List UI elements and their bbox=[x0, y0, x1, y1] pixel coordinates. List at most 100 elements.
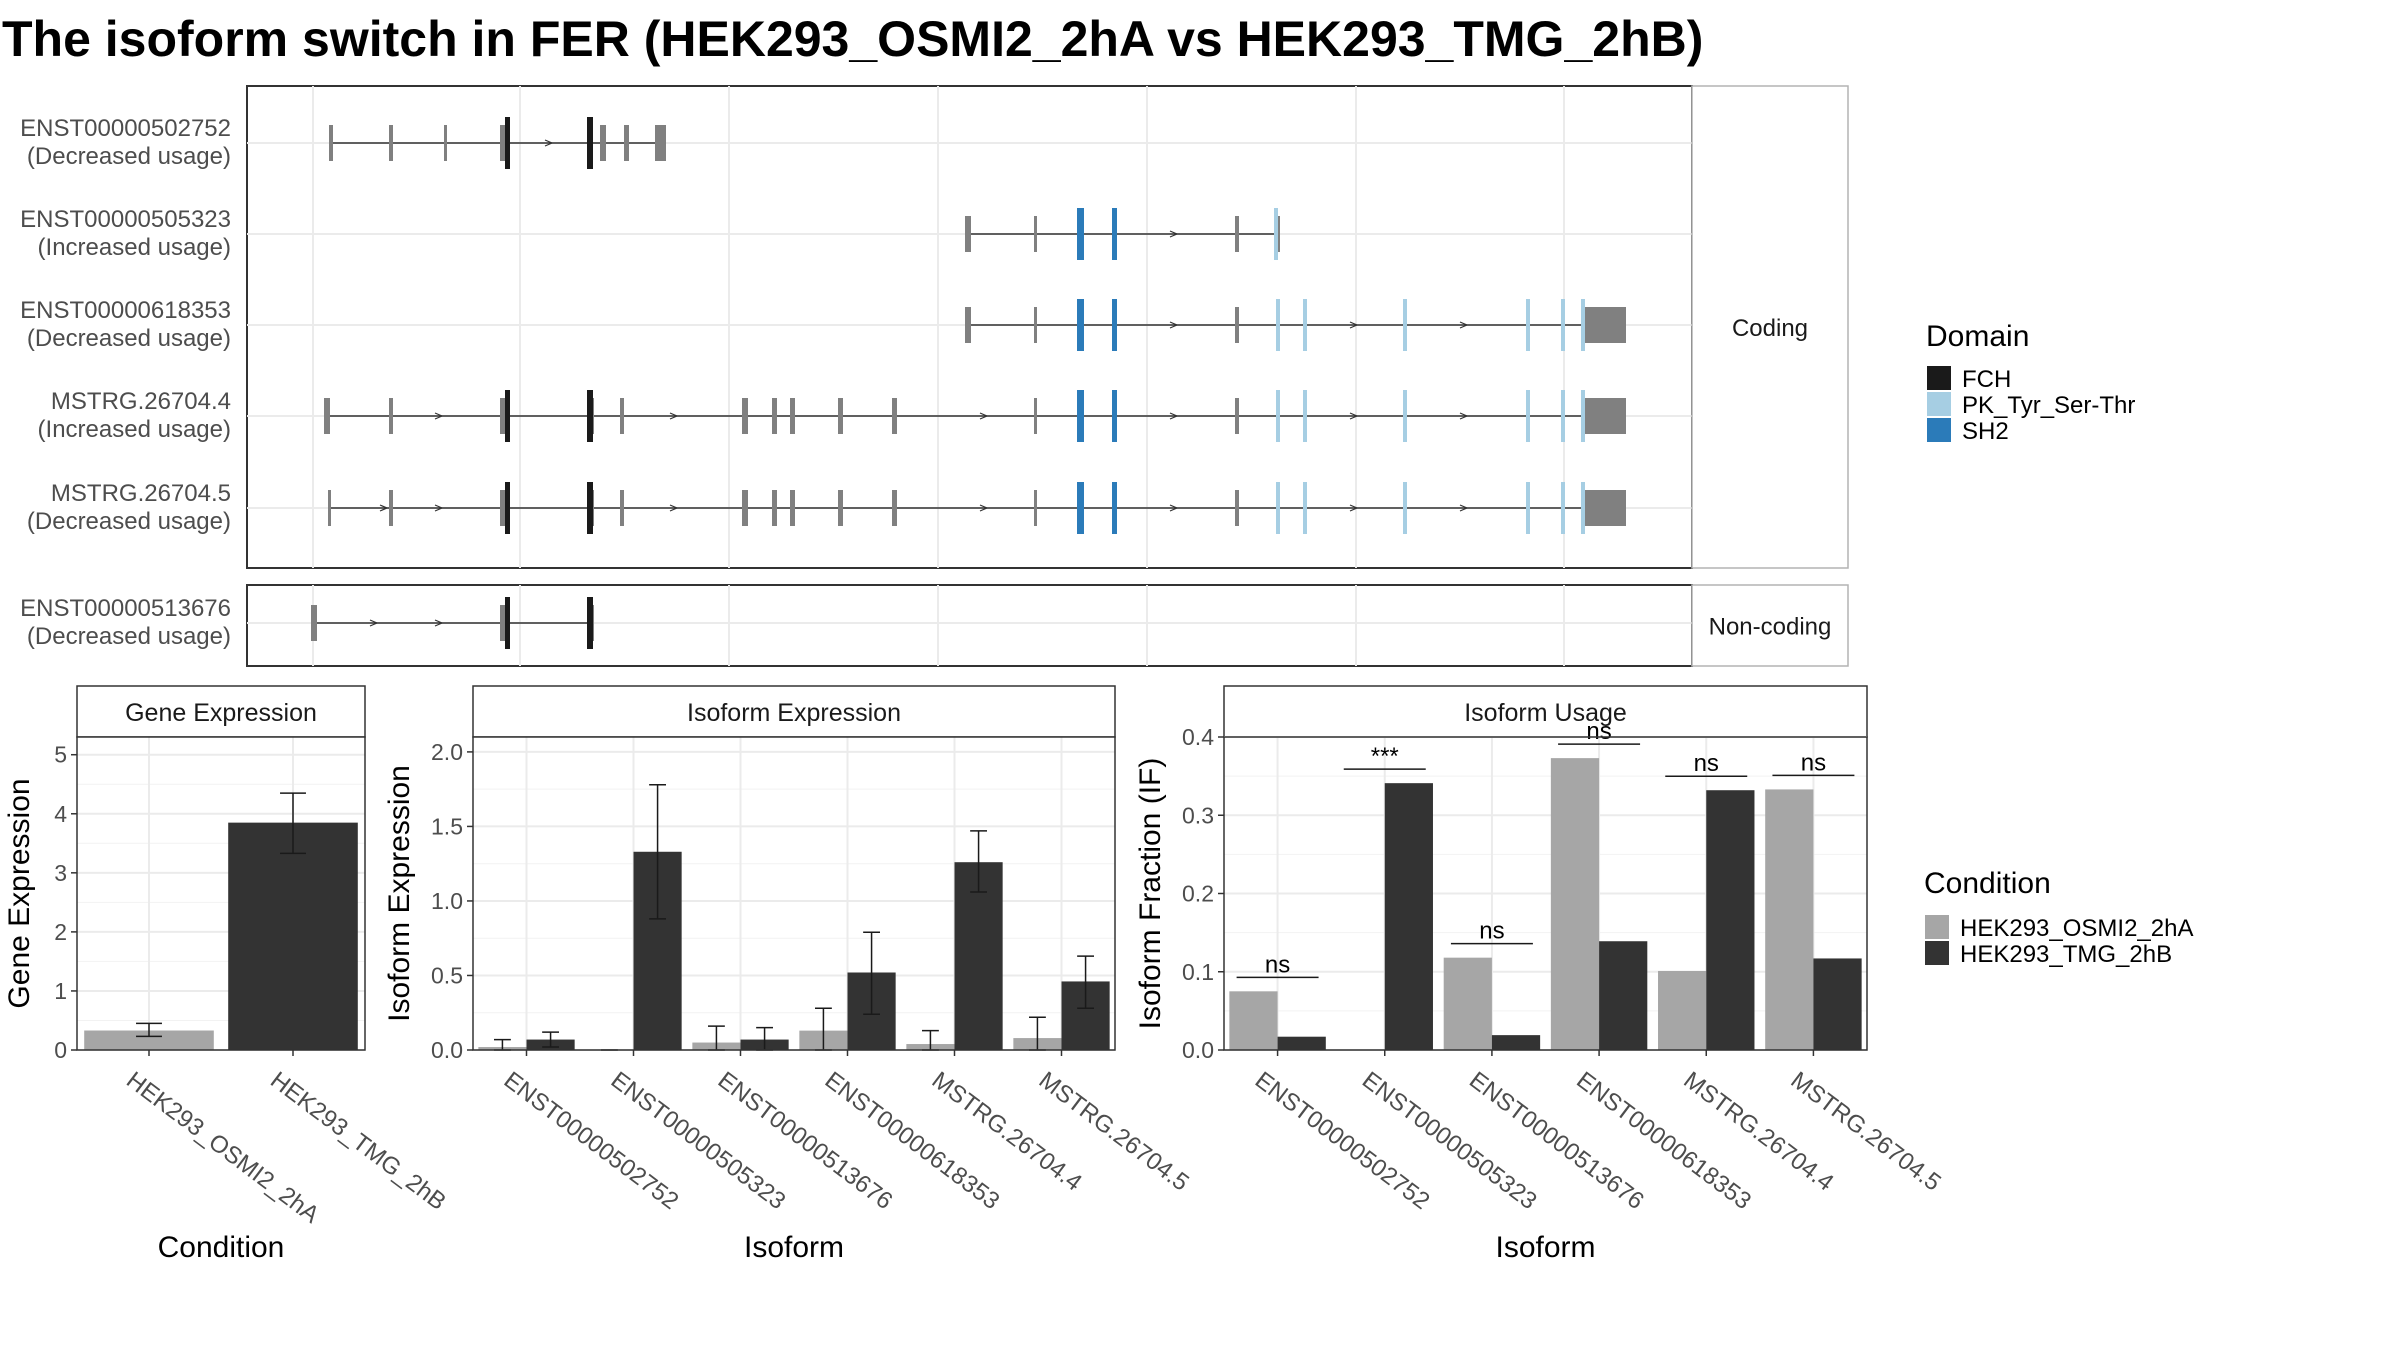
y-tick-label: 3 bbox=[54, 860, 67, 886]
exon-block bbox=[1235, 307, 1239, 343]
exon-block bbox=[838, 398, 843, 434]
isoform-id-label: ENST00000505323 bbox=[20, 206, 231, 233]
domain-sh2 bbox=[1112, 390, 1117, 442]
exon-block bbox=[389, 398, 393, 434]
panel-strip bbox=[472, 685, 1116, 738]
direction-arrow bbox=[1349, 412, 1359, 420]
exon-block bbox=[500, 398, 508, 434]
direction-arrow bbox=[369, 619, 379, 627]
exon-block bbox=[1235, 216, 1239, 252]
domain-legend-label: FCH bbox=[1962, 366, 2011, 393]
bar-ENST00000502752-HEK293_TMG_2hB bbox=[1277, 1036, 1326, 1050]
transcript-ENST00000513676: ENST00000513676(Decreased usage) bbox=[20, 595, 594, 650]
condition-legend-key bbox=[1925, 941, 1949, 965]
exon-block bbox=[742, 398, 748, 434]
y-tick-label: 0.4 bbox=[1182, 724, 1214, 750]
y-tick-label: 0.2 bbox=[1182, 881, 1214, 907]
y-tick-label: 0.5 bbox=[431, 962, 463, 988]
direction-arrow bbox=[1169, 230, 1179, 238]
x-tick-label: ENST00000502752 bbox=[1250, 1067, 1435, 1215]
isoform-id-label: ENST00000513676 bbox=[20, 595, 231, 622]
direction-arrow bbox=[544, 139, 554, 147]
error-bar bbox=[136, 1022, 162, 1038]
panel-title: Gene Expression bbox=[125, 699, 317, 727]
exon-block bbox=[772, 490, 777, 526]
domain-fch bbox=[505, 482, 510, 534]
exon-block bbox=[965, 307, 971, 343]
isoform-usage-label: (Decreased usage) bbox=[27, 143, 231, 170]
error-bar bbox=[970, 830, 988, 893]
domain-pk-tyr-ser-thr bbox=[1303, 482, 1307, 534]
x-tick-label: ENST00000502752 bbox=[499, 1067, 684, 1215]
panel-title: Isoform Expression bbox=[687, 699, 901, 727]
facet-strip bbox=[1691, 584, 1849, 667]
domain-pk-tyr-ser-thr bbox=[1561, 482, 1565, 534]
exon-block bbox=[620, 398, 624, 434]
exon-block bbox=[1034, 216, 1037, 252]
domain-pk-tyr-ser-thr bbox=[1526, 390, 1530, 442]
error-bar bbox=[1077, 955, 1094, 1010]
panel-strip bbox=[76, 685, 366, 738]
isoform-id-label: MSTRG.26704.4 bbox=[51, 388, 231, 415]
domain-fch bbox=[587, 482, 593, 534]
direction-arrow bbox=[1349, 321, 1359, 329]
domain-pk-tyr-ser-thr bbox=[1403, 390, 1407, 442]
isoform-usage-label: (Decreased usage) bbox=[27, 325, 231, 352]
bar-ENST00000618353-HEK293_TMG_2hB bbox=[1599, 941, 1648, 1050]
bar-chart-panels: Gene Expression012345HEK293_OSMI2_2hAHEK… bbox=[3, 685, 1946, 1264]
exon-block bbox=[324, 398, 330, 434]
panel-strip bbox=[1223, 685, 1868, 738]
isoform-usage-label: (Increased usage) bbox=[38, 234, 231, 261]
direction-arrow bbox=[434, 504, 444, 512]
exon-block bbox=[600, 125, 606, 161]
y-axis-title: Isoform Fraction (IF) bbox=[1134, 758, 1167, 1030]
direction-arrow bbox=[1169, 504, 1179, 512]
exon-block bbox=[1585, 490, 1626, 526]
y-tick-label: 2.0 bbox=[431, 739, 463, 765]
transcript-ENST00000505323: ENST00000505323(Increased usage) bbox=[20, 206, 1280, 261]
exon-block bbox=[620, 490, 624, 526]
y-tick-label: 4 bbox=[54, 801, 67, 827]
domain-sh2 bbox=[1077, 390, 1084, 442]
exon-block bbox=[1235, 490, 1239, 526]
domain-pk-tyr-ser-thr bbox=[1276, 390, 1280, 442]
direction-arrow bbox=[434, 619, 444, 627]
direction-arrow bbox=[379, 504, 389, 512]
x-tick-label: ENST00000618353 bbox=[1571, 1067, 1756, 1215]
direction-arrow bbox=[1169, 321, 1179, 329]
exon-block bbox=[1585, 307, 1626, 343]
exon-block bbox=[1034, 398, 1037, 434]
bar-MSTRG.26704.4-HEK293_TMG_2hB bbox=[954, 862, 1003, 1050]
domain-fch bbox=[505, 390, 510, 442]
x-axis-title: Condition bbox=[158, 1231, 285, 1264]
domain-pk-tyr-ser-thr bbox=[1561, 390, 1565, 442]
isoform-usage-label: (Decreased usage) bbox=[27, 508, 231, 535]
y-tick-label: 0.3 bbox=[1182, 802, 1214, 828]
direction-arrow bbox=[1459, 504, 1469, 512]
y-tick-label: 5 bbox=[54, 742, 67, 768]
domain-sh2 bbox=[1077, 208, 1084, 260]
error-bar bbox=[542, 1031, 560, 1048]
domain-pk-tyr-ser-thr bbox=[1274, 208, 1278, 260]
domain-pk-tyr-ser-thr bbox=[1581, 482, 1585, 534]
domain-pk-tyr-ser-thr bbox=[1276, 482, 1280, 534]
domain-legend-title: Domain bbox=[1926, 320, 2029, 353]
x-axis-title: Isoform bbox=[744, 1231, 844, 1264]
transcript-ENST00000502752: ENST00000502752(Decreased usage) bbox=[20, 115, 666, 170]
y-tick-label: 1.5 bbox=[431, 813, 463, 839]
bar-MSTRG.26704.5-HEK293_TMG_2hB bbox=[1813, 958, 1862, 1050]
exon-block bbox=[655, 125, 666, 161]
exon-block bbox=[892, 490, 897, 526]
domain-sh2 bbox=[1077, 299, 1084, 351]
isoform-id-label: MSTRG.26704.5 bbox=[51, 480, 231, 507]
direction-arrow bbox=[669, 412, 679, 420]
transcript-ENST00000618353: ENST00000618353(Decreased usage) bbox=[20, 297, 1626, 352]
transcript-MSTRG.26704.4: MSTRG.26704.4(Increased usage) bbox=[38, 388, 1626, 443]
domain-fch bbox=[587, 390, 593, 442]
plot-area bbox=[473, 737, 1115, 1050]
domain-sh2 bbox=[1112, 299, 1117, 351]
y-tick-label: 1.0 bbox=[431, 888, 463, 914]
